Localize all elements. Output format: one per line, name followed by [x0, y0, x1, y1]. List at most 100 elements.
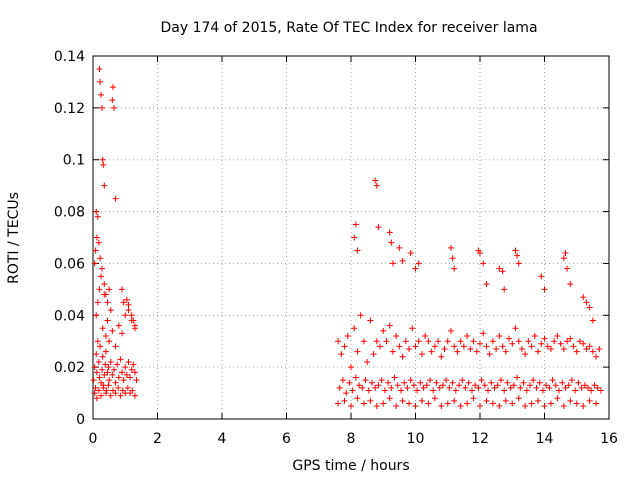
data-point	[560, 345, 567, 352]
data-point	[122, 364, 129, 371]
data-point	[594, 384, 601, 391]
data-point	[417, 379, 424, 386]
data-point	[552, 382, 559, 389]
data-point	[373, 182, 380, 189]
data-point	[119, 286, 126, 293]
data-point	[468, 387, 475, 394]
data-point	[404, 384, 411, 391]
data-point	[475, 384, 482, 391]
data-point	[94, 299, 101, 306]
data-point	[568, 377, 575, 384]
data-point	[549, 377, 556, 384]
data-point	[99, 353, 106, 360]
data-point	[525, 338, 532, 345]
data-point	[399, 353, 406, 360]
data-point	[406, 345, 413, 352]
data-point	[351, 325, 358, 332]
data-point	[518, 345, 525, 352]
data-point	[106, 286, 113, 293]
data-point	[106, 377, 113, 384]
data-point	[456, 382, 463, 389]
data-point	[93, 369, 100, 376]
data-point	[427, 377, 434, 384]
data-point	[410, 382, 417, 389]
data-point	[402, 338, 409, 345]
x-tick-label: 12	[471, 431, 489, 447]
data-point	[123, 296, 130, 303]
data-point	[100, 161, 107, 168]
data-point	[93, 312, 100, 319]
data-point	[396, 244, 403, 251]
data-point	[501, 387, 508, 394]
data-point	[496, 403, 503, 410]
data-point	[91, 260, 98, 267]
x-tick-label: 8	[347, 431, 356, 447]
data-point	[129, 387, 136, 394]
data-point	[528, 400, 535, 407]
data-point	[102, 361, 109, 368]
data-point	[112, 343, 119, 350]
data-point	[360, 400, 367, 407]
data-point	[119, 387, 126, 394]
data-point	[99, 104, 106, 111]
x-tick-label: 6	[282, 431, 291, 447]
data-point	[567, 281, 574, 288]
y-tick-label: 0.12	[54, 101, 85, 117]
x-tick-label: 10	[407, 431, 425, 447]
data-point	[438, 403, 445, 410]
data-point	[564, 338, 571, 345]
data-point	[588, 387, 595, 394]
data-point	[120, 377, 127, 384]
y-axis: 0 0.02 0.04 0.06 0.08 0.1 0.12 0.14	[54, 49, 609, 428]
data-point	[423, 382, 430, 389]
data-point	[473, 348, 480, 355]
data-point	[464, 400, 471, 407]
data-point	[115, 384, 122, 391]
data-point	[515, 338, 522, 345]
data-point	[99, 156, 106, 163]
data-point	[435, 338, 442, 345]
data-point	[547, 400, 554, 407]
data-point	[375, 382, 382, 389]
data-point	[425, 338, 432, 345]
data-point	[102, 348, 109, 355]
data-point	[372, 384, 379, 391]
data-point	[95, 239, 102, 246]
data-point	[93, 234, 100, 241]
data-point	[90, 377, 97, 384]
data-point	[491, 384, 498, 391]
data-point	[99, 265, 106, 272]
data-point	[446, 384, 453, 391]
data-point	[514, 374, 521, 381]
data-point	[431, 395, 438, 402]
y-tick-label: 0.04	[54, 308, 85, 324]
data-point	[117, 356, 124, 363]
data-point	[351, 234, 358, 241]
data-point	[451, 343, 458, 350]
data-point	[459, 377, 466, 384]
data-point	[452, 387, 459, 394]
data-point	[536, 379, 543, 386]
data-point	[580, 294, 587, 301]
data-point	[564, 265, 571, 272]
data-point	[102, 291, 109, 298]
data-point	[509, 400, 516, 407]
data-point	[381, 387, 388, 394]
data-point	[499, 343, 506, 350]
data-point	[117, 392, 124, 399]
data-point	[433, 379, 440, 386]
data-point	[428, 348, 435, 355]
data-point	[343, 390, 350, 397]
data-point	[131, 392, 138, 399]
data-point	[496, 333, 503, 340]
data-point	[346, 379, 353, 386]
data-point	[389, 348, 396, 355]
data-point	[486, 351, 493, 358]
data-point	[373, 338, 380, 345]
data-point	[388, 239, 395, 246]
data-point	[591, 382, 598, 389]
data-point	[109, 387, 116, 394]
data-point	[130, 317, 137, 324]
data-point	[438, 353, 445, 360]
data-point	[517, 384, 524, 391]
